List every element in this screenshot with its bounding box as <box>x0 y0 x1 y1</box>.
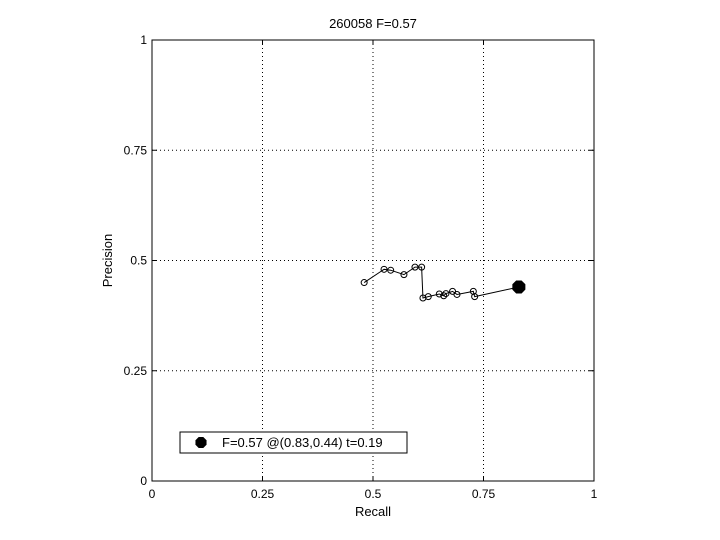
data-point <box>424 293 432 301</box>
data-point <box>400 271 408 279</box>
data-point <box>435 290 443 298</box>
x-axis-label: Recall <box>355 504 391 519</box>
data-point <box>440 292 448 300</box>
data-point <box>380 265 388 273</box>
best-point-marker <box>512 280 526 294</box>
y-tick-label: 1 <box>140 33 147 47</box>
y-tick-label: 0.5 <box>130 254 147 268</box>
tick-labels: 0 0.25 0.5 0.75 1 0 0.25 0.5 0.75 1 <box>124 33 598 501</box>
x-tick-label: 0.25 <box>251 487 275 501</box>
data-point <box>360 279 368 287</box>
x-tick-label: 1 <box>591 487 598 501</box>
series <box>360 263 526 302</box>
ticks <box>151 39 595 482</box>
data-point <box>418 263 426 271</box>
legend-marker <box>195 436 207 449</box>
data-point <box>442 290 450 298</box>
y-axis-label: Precision <box>100 234 115 287</box>
legend-entry-label: F=0.57 @(0.83,0.44) t=0.19 <box>222 435 383 450</box>
legend: F=0.57 @(0.83,0.44) t=0.19 <box>179 431 408 454</box>
data-point <box>411 263 419 271</box>
legend-box <box>179 431 408 454</box>
y-tick-label: 0.25 <box>124 364 148 378</box>
y-tick-label: 0.75 <box>124 143 148 157</box>
x-tick-label: 0.5 <box>365 487 382 501</box>
x-tick-label: 0 <box>149 487 156 501</box>
x-tick-label: 0.75 <box>472 487 496 501</box>
y-tick-label: 0 <box>140 474 147 488</box>
data-point <box>387 266 395 274</box>
chart-title: 260058 F=0.57 <box>329 16 417 31</box>
data-point <box>453 290 461 298</box>
grid <box>152 40 594 481</box>
data-point <box>471 293 479 301</box>
series-line <box>363 266 519 299</box>
